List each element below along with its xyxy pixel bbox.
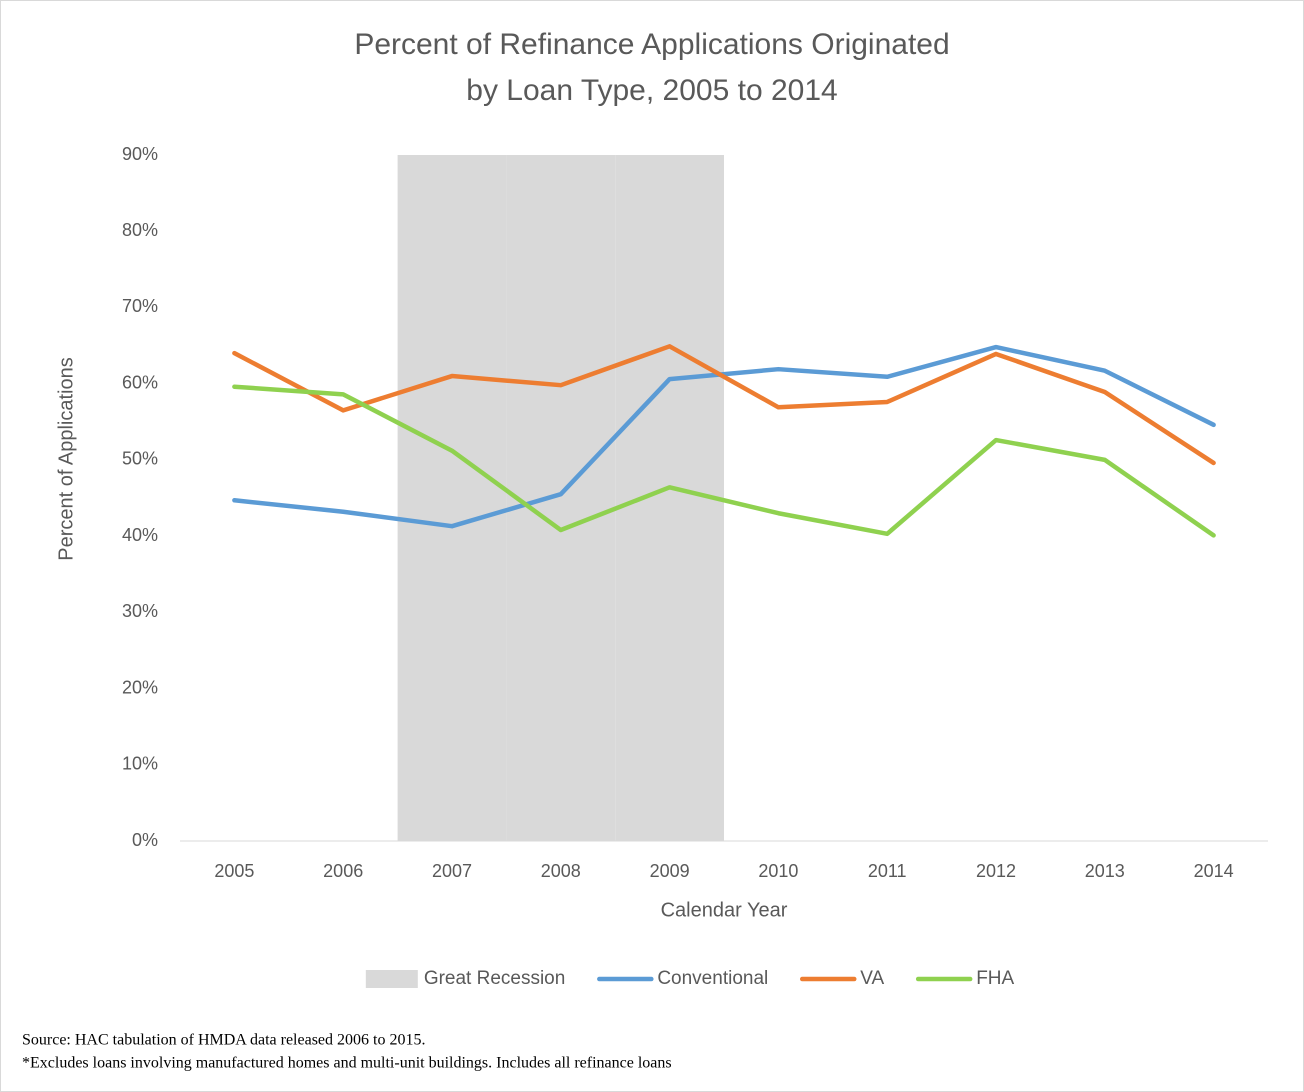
y-tick-label: 10% [122, 754, 158, 774]
bars [397, 155, 724, 841]
y-tick-label: 30% [122, 601, 158, 621]
y-tick-label: 50% [122, 449, 158, 469]
y-tick-label: 80% [122, 220, 158, 240]
x-axis-label: Calendar Year [661, 899, 788, 921]
x-tick-label: 2007 [432, 861, 472, 881]
y-tick-label: 20% [122, 677, 158, 697]
legend-label: Conventional [657, 968, 768, 989]
x-tick-label: 2010 [758, 861, 798, 881]
legend-swatch [365, 970, 418, 988]
legend: Great Recession Conventional VA FHA [365, 968, 1015, 989]
y-tick-label: 70% [122, 296, 158, 316]
y-tick-label: 60% [122, 372, 158, 392]
legend-label: Great Recession [424, 968, 566, 989]
footnote: *Excludes loans involving manufactured h… [22, 1055, 672, 1072]
x-tick-label: 2013 [1085, 861, 1125, 881]
bar [397, 155, 507, 841]
chart-title: Percent of Refinance Applications Origin… [354, 28, 949, 61]
line-series [232, 344, 1216, 466]
x-tick-label: 2005 [214, 861, 254, 881]
x-tick-label: 2014 [1194, 861, 1234, 881]
legend-label: VA [860, 968, 884, 989]
chart-title: by Loan Type, 2005 to 2014 [466, 74, 837, 107]
y-tick-label: 90% [122, 144, 158, 164]
x-tick-label: 2006 [323, 861, 363, 881]
line-series [232, 344, 1216, 529]
x-tick-label: 2011 [868, 861, 907, 881]
line-series [232, 384, 1216, 538]
bar [506, 155, 616, 841]
x-tick-label: 2012 [976, 861, 1016, 881]
y-tick-label: 40% [122, 525, 158, 545]
y-tick-label: 0% [132, 830, 158, 850]
x-tick-label: 2009 [650, 861, 690, 881]
source-note: Source: HAC tabulation of HMDA data rele… [22, 1032, 425, 1049]
y-axis-label: Percent of Applications [55, 357, 77, 560]
legend-label: FHA [976, 968, 1014, 989]
x-tick-label: 2008 [541, 861, 581, 881]
lines [232, 344, 1216, 538]
